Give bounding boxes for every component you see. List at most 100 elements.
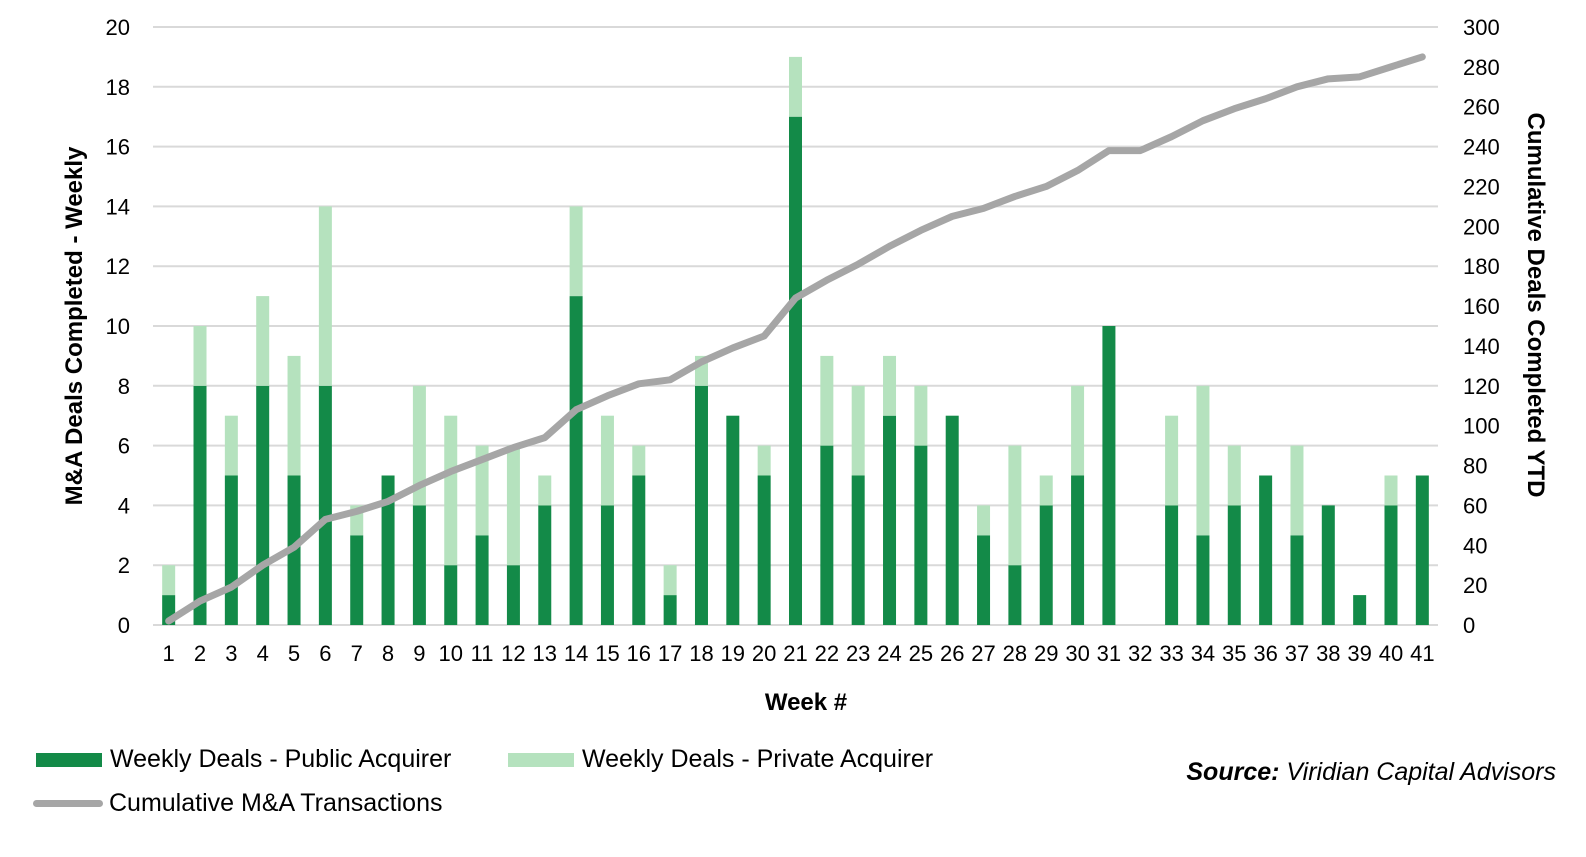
y2-tick-label: 240 bbox=[1463, 135, 1500, 160]
y2-tick-label: 220 bbox=[1463, 174, 1500, 199]
x-tick-label: 23 bbox=[846, 641, 870, 666]
x-tick-label: 33 bbox=[1159, 641, 1183, 666]
x-tick-label: 18 bbox=[689, 641, 713, 666]
bar-public bbox=[1196, 535, 1210, 625]
x-tick-label: 1 bbox=[163, 641, 175, 666]
x-tick-label: 11 bbox=[471, 641, 494, 666]
source-text: Viridian Capital Advisors bbox=[1286, 758, 1556, 786]
legend-label-private: Weekly Deals - Private Acquirer bbox=[582, 745, 934, 773]
y2-tick-label: 260 bbox=[1463, 95, 1500, 120]
x-tick-label: 32 bbox=[1128, 641, 1152, 666]
x-tick-label: 24 bbox=[877, 641, 901, 666]
x-tick-label: 38 bbox=[1316, 641, 1340, 666]
x-tick-label: 9 bbox=[413, 641, 425, 666]
bar-public bbox=[1102, 326, 1116, 625]
x-tick-label: 35 bbox=[1222, 641, 1246, 666]
x-tick-label: 37 bbox=[1285, 641, 1309, 666]
bar-private bbox=[1039, 475, 1053, 506]
x-axis-ticks: 1 2 3 4 5 6 7 8 9 10 11 12 13 14 15 16 17 18 19 20 21 22 23 24 2… bbox=[163, 641, 1435, 666]
y2-tick-label: 200 bbox=[1463, 214, 1500, 239]
x-tick-label: 2 bbox=[194, 641, 206, 666]
bar-public bbox=[977, 535, 991, 625]
x-tick-label: 36 bbox=[1253, 641, 1277, 666]
bar-private bbox=[224, 415, 238, 476]
y-tick-label: 10 bbox=[106, 314, 130, 339]
x-tick-label: 19 bbox=[721, 641, 745, 666]
bar-public bbox=[256, 385, 270, 625]
bar-public bbox=[1353, 595, 1367, 625]
cumulative-line-layer bbox=[165, 53, 1426, 625]
x-tick-label: 7 bbox=[351, 641, 363, 666]
x-tick-label: 16 bbox=[627, 641, 651, 666]
bar-public bbox=[789, 116, 802, 625]
bar-private bbox=[663, 565, 677, 596]
y2-tick-label: 300 bbox=[1463, 15, 1500, 40]
y-tick-label: 0 bbox=[118, 613, 130, 638]
y2-tick-label: 80 bbox=[1463, 454, 1487, 479]
x-tick-label: 20 bbox=[752, 641, 776, 666]
y2-tick-label: 120 bbox=[1463, 374, 1500, 399]
x-tick-label: 34 bbox=[1191, 641, 1215, 666]
x-tick-label: 21 bbox=[783, 641, 807, 666]
bar-public bbox=[318, 385, 332, 625]
y2-tick-label: 140 bbox=[1463, 334, 1500, 359]
bar-private bbox=[287, 355, 301, 476]
x-tick-label: 28 bbox=[1003, 641, 1027, 666]
bar-private bbox=[632, 445, 646, 476]
bar-public bbox=[381, 475, 395, 625]
legend-item-public: Weekly Deals - Public Acquirer bbox=[36, 745, 451, 774]
bar-private bbox=[1008, 445, 1022, 566]
x-tick-label: 6 bbox=[319, 641, 331, 666]
legend-label-public: Weekly Deals - Public Acquirer bbox=[110, 745, 452, 773]
x-tick-label: 40 bbox=[1379, 641, 1403, 666]
bar-private bbox=[600, 415, 614, 506]
y-tick-label: 18 bbox=[106, 75, 130, 100]
y-tick-label: 20 bbox=[106, 15, 130, 40]
bar-public bbox=[1039, 505, 1053, 625]
y2-tick-label: 180 bbox=[1463, 254, 1500, 279]
bar-public bbox=[224, 475, 238, 625]
bar-private bbox=[977, 505, 991, 536]
legend-swatch-cumulative bbox=[33, 800, 103, 807]
x-tick-label: 17 bbox=[658, 641, 682, 666]
y2-tick-label: 20 bbox=[1463, 573, 1487, 598]
bar-private bbox=[820, 355, 834, 446]
x-tick-label: 12 bbox=[501, 641, 525, 666]
bar-public bbox=[444, 565, 458, 625]
bar-public bbox=[412, 505, 426, 625]
x-tick-label: 10 bbox=[439, 641, 463, 666]
bar-private bbox=[1227, 445, 1241, 506]
y-tick-label: 4 bbox=[118, 493, 130, 518]
x-tick-label: 14 bbox=[564, 641, 588, 666]
bar-public bbox=[851, 475, 865, 625]
x-tick-label: 5 bbox=[288, 641, 300, 666]
x-tick-label: 27 bbox=[971, 641, 995, 666]
bar-private bbox=[318, 206, 332, 386]
y-tick-label: 2 bbox=[118, 553, 130, 578]
bar-public bbox=[350, 535, 364, 625]
bar-public bbox=[1415, 475, 1429, 625]
bar-private bbox=[1071, 385, 1085, 476]
bar-public bbox=[1321, 505, 1335, 625]
bar-public bbox=[726, 415, 740, 625]
x-tick-label: 31 bbox=[1097, 641, 1121, 666]
x-tick-label: 41 bbox=[1410, 641, 1434, 666]
bar-private bbox=[569, 206, 583, 297]
bar-public bbox=[538, 505, 552, 625]
legend-item-private: Weekly Deals - Private Acquirer bbox=[508, 745, 933, 774]
x-tick-label: 3 bbox=[225, 641, 237, 666]
bar-private bbox=[475, 445, 489, 536]
y-tick-label: 12 bbox=[106, 254, 130, 279]
y2-tick-label: 0 bbox=[1463, 613, 1475, 638]
x-tick-label: 4 bbox=[257, 641, 269, 666]
bar-public bbox=[632, 475, 646, 625]
bar-private bbox=[1384, 475, 1398, 506]
y2-axis-title: Cumulative Deals Completed YTD bbox=[1522, 113, 1549, 498]
bar-public bbox=[193, 385, 207, 625]
bar-private bbox=[538, 475, 552, 506]
bar-public bbox=[1165, 505, 1179, 625]
bar-public bbox=[914, 445, 928, 625]
right-axis-ticks: 0 20 40 60 80 100 120 140 160 180 200 220 240 260 280 3… bbox=[1463, 15, 1500, 638]
bar-public bbox=[1290, 535, 1304, 625]
bar-private bbox=[914, 385, 928, 446]
